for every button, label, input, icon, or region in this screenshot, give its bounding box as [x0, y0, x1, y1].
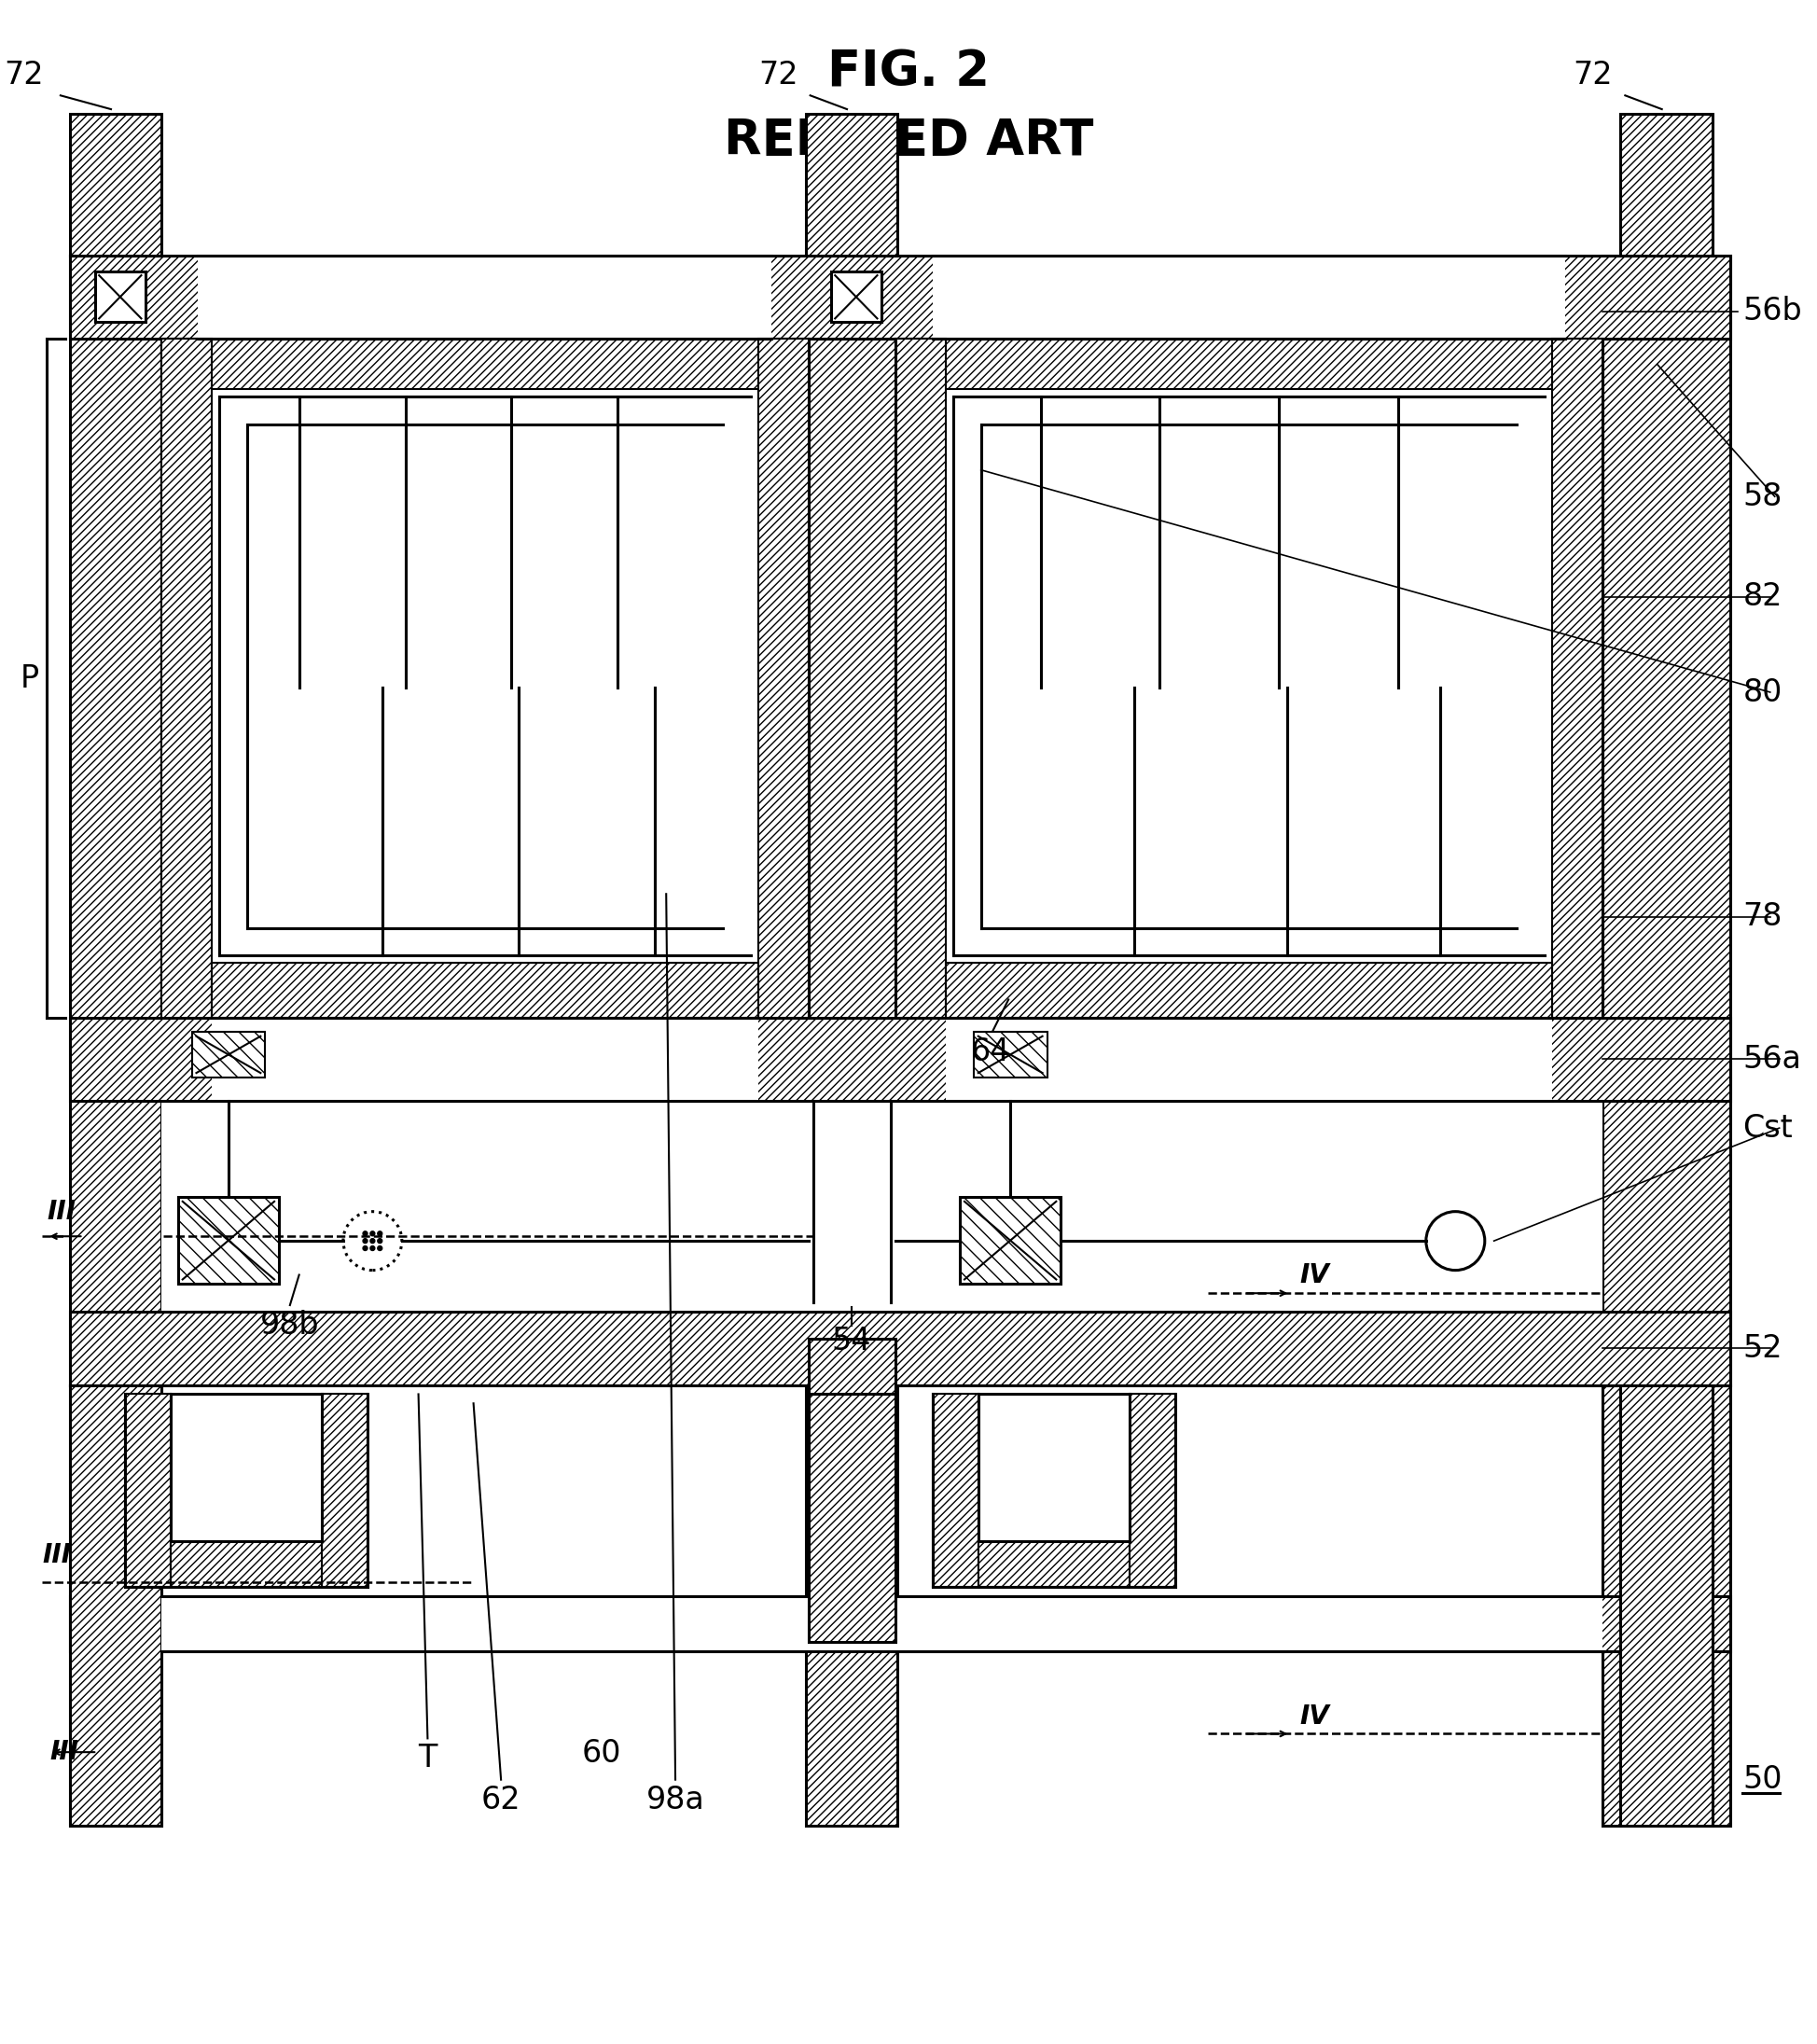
Bar — [832, 272, 881, 323]
Bar — [978, 1541, 1130, 1586]
Text: 62: 62 — [482, 1784, 521, 1815]
Bar — [125, 1394, 171, 1586]
Text: 82: 82 — [1743, 580, 1782, 611]
Bar — [896, 339, 1603, 1018]
Bar — [69, 1386, 162, 1825]
Bar — [1621, 114, 1712, 256]
Bar — [1603, 1386, 1732, 1825]
Bar — [932, 1394, 978, 1586]
Bar — [805, 114, 898, 256]
Text: 98b: 98b — [260, 1310, 320, 1341]
Circle shape — [378, 1247, 382, 1251]
Bar — [805, 1386, 898, 1825]
Bar — [758, 339, 809, 1018]
Bar — [69, 1312, 1732, 1386]
Text: III: III — [47, 1200, 76, 1224]
Text: 50: 50 — [1743, 1764, 1782, 1795]
Circle shape — [378, 1230, 382, 1237]
Bar — [1130, 1394, 1176, 1586]
Text: T: T — [418, 1744, 438, 1774]
Text: Cst: Cst — [1743, 1112, 1793, 1143]
Text: III: III — [49, 1739, 78, 1766]
Bar — [69, 1018, 1732, 1100]
Bar — [1603, 256, 1732, 1386]
Circle shape — [363, 1230, 367, 1237]
Text: RELATED ART: RELATED ART — [723, 117, 1094, 166]
Bar — [69, 1596, 1732, 1652]
Text: 56a: 56a — [1743, 1044, 1801, 1075]
Bar — [69, 1386, 162, 1825]
Text: FIG. 2: FIG. 2 — [827, 49, 990, 96]
Bar — [932, 256, 1566, 339]
Bar — [809, 1394, 896, 1641]
Bar — [322, 1394, 367, 1586]
Bar — [171, 1394, 322, 1541]
Bar — [162, 1100, 1603, 1386]
Bar — [94, 272, 145, 323]
Circle shape — [378, 1239, 382, 1243]
Circle shape — [363, 1247, 367, 1251]
Bar — [1621, 1386, 1712, 1825]
Bar — [69, 256, 1732, 339]
Circle shape — [371, 1230, 374, 1237]
Bar — [162, 339, 809, 388]
Bar — [171, 1541, 322, 1586]
Bar — [974, 1032, 1047, 1077]
Text: IV: IV — [1299, 1263, 1328, 1288]
Bar — [213, 1018, 758, 1100]
Bar — [213, 963, 758, 1018]
Bar — [69, 114, 162, 256]
Bar — [809, 339, 896, 1018]
Text: 72: 72 — [1574, 59, 1613, 90]
Text: 64: 64 — [970, 1036, 1010, 1067]
Circle shape — [363, 1239, 367, 1243]
Text: 72: 72 — [4, 59, 44, 90]
Text: 52: 52 — [1743, 1333, 1782, 1363]
Bar — [162, 1596, 1603, 1652]
Bar — [193, 1032, 265, 1077]
Text: 60: 60 — [581, 1737, 621, 1770]
Bar — [162, 339, 809, 1018]
Bar — [896, 339, 947, 1018]
Bar — [978, 1394, 1130, 1541]
Circle shape — [371, 1239, 374, 1243]
Text: P: P — [20, 662, 40, 693]
Text: III: III — [42, 1543, 71, 1568]
Text: 56b: 56b — [1743, 296, 1802, 327]
Bar — [1552, 339, 1603, 1018]
Text: 80: 80 — [1743, 677, 1782, 707]
Bar — [809, 1339, 896, 1394]
Bar — [896, 339, 1603, 388]
Text: 72: 72 — [758, 59, 798, 90]
Bar — [69, 256, 162, 1386]
Bar — [947, 963, 1552, 1018]
Bar — [69, 1312, 1732, 1733]
Text: IV: IV — [1299, 1703, 1328, 1729]
Text: 78: 78 — [1743, 901, 1782, 932]
Bar — [178, 1198, 280, 1284]
Text: 98a: 98a — [647, 1784, 705, 1815]
Text: 54: 54 — [832, 1325, 872, 1355]
Bar — [947, 1018, 1552, 1100]
Bar — [162, 339, 213, 1018]
Text: 58: 58 — [1743, 480, 1782, 511]
Bar — [198, 256, 772, 339]
Bar — [959, 1198, 1061, 1284]
Circle shape — [371, 1247, 374, 1251]
